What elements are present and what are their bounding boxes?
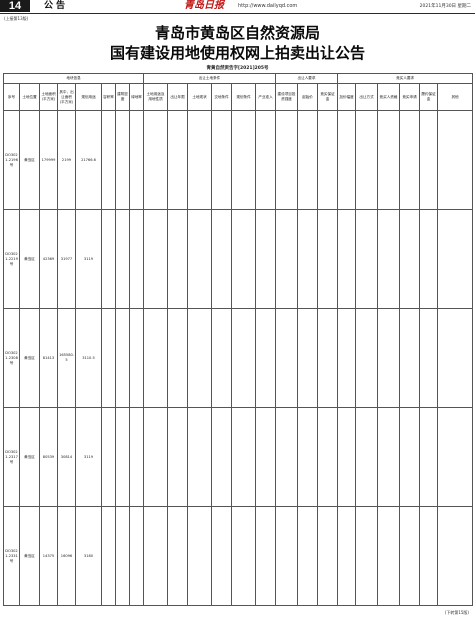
col-header: 履约保证金 <box>419 83 439 111</box>
col-header: 建设项目投资强度 <box>275 83 298 111</box>
notice-title-line-1: 青岛市黄岛区自然资源局 <box>154 24 320 42</box>
parcel-cell: 3110.5 <box>75 308 102 408</box>
parcel-cell: 3180 <box>75 506 102 606</box>
group-header-buyer: 竞买人要求 <box>337 73 474 84</box>
site-url[interactable]: http://www.dailyqd.com <box>238 3 298 9</box>
page-header-bar: 14 公告 青岛日报 http://www.dailyqd.com 2021年1… <box>0 0 475 14</box>
parcel-location: 黄岛区 <box>19 308 40 408</box>
issue-date: 2021年11月30日 星期二 <box>419 4 471 9</box>
col-header: 出让方式 <box>355 83 379 111</box>
col-header: 竞买申请 <box>399 83 421 111</box>
col-header: 序号 <box>3 83 20 111</box>
col-header: 土地面积(平方米) <box>39 83 58 111</box>
parcel-id: DO3021-2196号 <box>3 110 20 210</box>
parcel-cell: 21766.6 <box>75 110 102 210</box>
parcel-area: 14375 <box>39 506 58 606</box>
parcel-id: DO3021-2317号 <box>3 407 20 507</box>
parcel-location: 黄岛区 <box>19 506 40 606</box>
parcel-area: 42369 <box>39 209 58 309</box>
parcel-location: 黄岛区 <box>19 110 40 210</box>
notice-number: 青黄自然资告字[2021]205号 <box>206 66 269 71</box>
col-header: 交地条件 <box>211 83 232 111</box>
parcel-cell: 16096 <box>57 506 76 606</box>
group-header-parcel: 地块信息 <box>3 73 144 84</box>
table-row: DO3021-2196号 黄岛区 179999 2199 21766.6 <box>3 110 474 210</box>
notice-title-line-2: 国有建设用地使用权网上拍卖出让公告 <box>109 44 365 62</box>
section-name: 公告 <box>44 1 69 11</box>
col-header: 出让年限 <box>167 83 188 111</box>
col-header: 容积率 <box>101 83 116 111</box>
parcel-cell: 165580.5 <box>57 308 76 408</box>
continuation-note: (上接第13版) <box>4 16 29 21</box>
col-header: 其他 <box>437 83 474 111</box>
parcel-area: 179999 <box>39 110 58 210</box>
col-header: 绿地率 <box>129 83 144 111</box>
col-header: 产业准入 <box>255 83 276 111</box>
col-header: 规划条件 <box>231 83 256 111</box>
group-header-conditions: 出让土地条件 <box>143 73 276 84</box>
col-header: 土地用途及用地性质 <box>143 83 168 111</box>
parcel-cell: 31977 <box>57 209 76 309</box>
group-header-seller: 出让人要求 <box>274 73 339 84</box>
col-header: 竞买人资格 <box>377 83 401 111</box>
parcel-location: 黄岛区 <box>19 209 40 309</box>
table-row: DO3021-2219号 黄岛区 42369 31977 3119 <box>3 209 474 309</box>
page-number: 14 <box>0 0 30 12</box>
parcel-cell: 3119 <box>75 209 102 309</box>
parcel-id: DO3021-2219号 <box>3 209 20 309</box>
col-header: 起始价 <box>297 83 318 111</box>
table-row: DO3021-2308号 黄岛区 81413 165580.5 3110.5 <box>3 308 474 408</box>
col-header: 其中，出让面积(平方米) <box>57 83 76 111</box>
col-header: 建筑密度 <box>115 83 130 111</box>
table-row: DO3021-2317号 黄岛区 80539 30814 3119 <box>3 407 474 507</box>
parcel-cell: 30814 <box>57 407 76 507</box>
col-header: 规划用途 <box>75 83 102 111</box>
newspaper-logo: 青岛日报 <box>184 0 224 11</box>
land-parcel-table: 地块信息 出让土地条件 出让人要求 竞买人要求 序号 土地位置 土地面积(平方米… <box>3 73 474 606</box>
table-row: DO3021-2331号 黄岛区 14375 16096 3180 <box>3 506 474 606</box>
parcel-id: DO3021-2308号 <box>3 308 20 408</box>
col-header: 土地位置 <box>19 83 40 111</box>
parcel-area: 80539 <box>39 407 58 507</box>
parcel-cell: 2199 <box>57 110 76 210</box>
col-header: 竞买保证金 <box>316 83 339 111</box>
parcel-id: DO3021-2331号 <box>3 506 20 606</box>
col-header: 土地现状 <box>187 83 212 111</box>
parcel-location: 黄岛区 <box>19 407 40 507</box>
parcel-area: 81413 <box>39 308 58 408</box>
continuation-footer: (下转第15版) <box>444 610 469 615</box>
parcel-cell: 3119 <box>75 407 102 507</box>
col-header: 加价幅度 <box>337 83 357 111</box>
